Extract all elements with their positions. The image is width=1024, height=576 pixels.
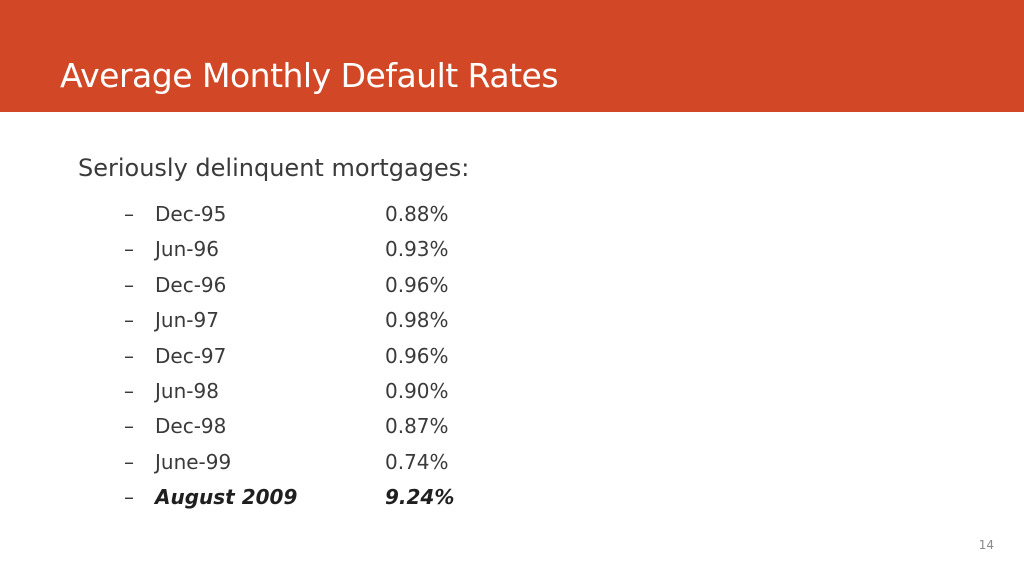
rate-list: – Dec-95 0.88% – Jun-96 0.93% – Dec-96 0… xyxy=(78,200,778,519)
rate-value: 0.98% xyxy=(385,308,449,333)
rate-value: 0.87% xyxy=(385,414,449,439)
slide-body: Seriously delinquent mortgages: – Dec-95… xyxy=(78,148,778,519)
list-item: – Dec-96 0.96% xyxy=(78,271,778,306)
list-item: – Jun-98 0.90% xyxy=(78,377,778,412)
rate-value: 0.96% xyxy=(385,343,449,368)
rate-value: 0.74% xyxy=(385,449,449,474)
dash-bullet-icon: – xyxy=(124,485,134,510)
rate-value: 9.24% xyxy=(385,485,455,510)
dash-bullet-icon: – xyxy=(124,449,134,474)
period-label: August 2009 xyxy=(155,485,298,510)
dash-bullet-icon: – xyxy=(124,378,134,403)
title-banner: Average Monthly Default Rates xyxy=(0,0,1024,112)
dash-bullet-icon: – xyxy=(124,202,134,226)
period-label: Dec-95 xyxy=(155,202,227,226)
rate-value: 0.96% xyxy=(385,272,449,297)
slide-title: Average Monthly Default Rates xyxy=(60,56,559,95)
dash-bullet-icon: – xyxy=(124,272,134,297)
dash-bullet-icon: – xyxy=(124,414,134,439)
dash-bullet-icon: – xyxy=(124,343,134,368)
rate-value: 0.93% xyxy=(385,237,449,262)
dash-bullet-icon: – xyxy=(124,308,134,333)
list-item: – June-99 0.74% xyxy=(78,448,778,483)
rate-value: 0.90% xyxy=(385,378,449,403)
period-label: Jun-97 xyxy=(155,308,219,333)
list-item: – Dec-97 0.96% xyxy=(78,342,778,377)
page-number: 14 xyxy=(978,538,994,552)
list-item: – Dec-98 0.87% xyxy=(78,412,778,447)
list-item-highlight: – August 2009 9.24% xyxy=(78,483,778,518)
period-label: Dec-97 xyxy=(155,343,227,368)
lead-text: Seriously delinquent mortgages: xyxy=(78,154,470,182)
period-label: Jun-98 xyxy=(155,378,219,403)
dash-bullet-icon: – xyxy=(124,237,134,262)
period-label: Dec-98 xyxy=(155,414,227,439)
list-item: – Jun-96 0.93% xyxy=(78,235,778,270)
period-label: Jun-96 xyxy=(155,237,219,262)
list-item: – Dec-95 0.88% xyxy=(78,200,778,235)
period-label: Dec-96 xyxy=(155,272,227,297)
rate-value: 0.88% xyxy=(385,202,449,226)
period-label: June-99 xyxy=(155,449,232,474)
list-item: – Jun-97 0.98% xyxy=(78,306,778,341)
